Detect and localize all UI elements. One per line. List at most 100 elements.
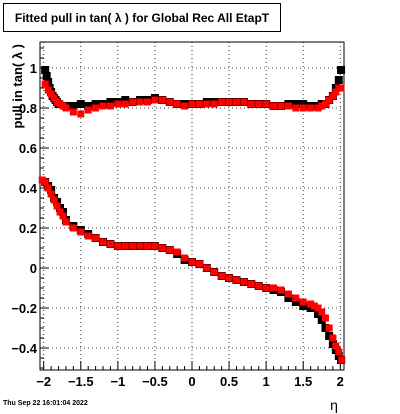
data-point	[195, 100, 203, 108]
x-tick-label: −0.5	[142, 374, 168, 389]
y-tick-label: 1	[30, 61, 37, 76]
data-point	[310, 302, 318, 310]
data-point	[136, 98, 144, 106]
data-point	[255, 100, 263, 108]
data-point	[41, 66, 50, 74]
data-point	[62, 218, 70, 226]
data-point	[225, 98, 233, 106]
data-point	[181, 254, 189, 262]
data-point	[240, 98, 248, 106]
x-tick-label: −1.5	[68, 374, 94, 389]
data-point	[84, 106, 92, 114]
axes	[39, 41, 345, 371]
data-point	[151, 242, 159, 250]
data-point	[144, 98, 152, 106]
data-point	[59, 212, 67, 220]
tick-labels: −2 −1.5 −1 −0.5 0 0.5 1 1.5 2 −0.4 −0.2 0 0.2 0.4 0.6 0…	[10, 44, 344, 413]
chart-title: Fitted pull in tan( λ ) for Global Rec A…	[3, 3, 281, 32]
data-point	[318, 308, 326, 316]
data-point	[284, 290, 292, 298]
data-point	[151, 96, 159, 104]
data-point	[210, 268, 218, 276]
data-point	[240, 278, 248, 286]
data-point	[299, 302, 308, 310]
data-point	[218, 98, 226, 106]
x-tick-label: 2	[337, 374, 344, 389]
data-point	[181, 102, 189, 110]
data-point	[173, 248, 181, 256]
data-point	[262, 284, 270, 292]
data-point	[92, 104, 100, 112]
data-point	[247, 280, 255, 288]
x-tick-label: 0.5	[220, 374, 238, 389]
data-point	[50, 196, 58, 204]
data-point	[277, 286, 285, 294]
data-point	[195, 260, 203, 268]
data-point	[106, 240, 114, 248]
data-point	[106, 98, 115, 106]
data-point	[69, 108, 77, 116]
x-tick-label: −1	[110, 374, 125, 389]
x-tick-label: −2	[36, 374, 51, 389]
data-points	[38, 66, 346, 364]
data-point	[188, 258, 196, 266]
data-point	[121, 96, 130, 104]
data-point	[270, 102, 278, 110]
data-point	[291, 298, 300, 306]
data-point	[50, 94, 58, 102]
x-tick-label: 1.5	[294, 374, 312, 389]
series-red	[38, 80, 346, 364]
data-point	[335, 348, 343, 356]
data-point	[218, 272, 226, 280]
data-point	[306, 304, 315, 312]
data-point	[77, 228, 85, 236]
data-point	[84, 232, 92, 240]
data-point	[121, 100, 129, 108]
data-point	[292, 104, 300, 112]
data-point	[188, 100, 196, 108]
data-point	[210, 100, 218, 108]
x-tick-label: 1	[263, 374, 270, 389]
data-point	[114, 242, 122, 250]
data-point	[47, 190, 55, 198]
data-point	[299, 298, 307, 306]
data-point	[314, 304, 322, 312]
y-tick-label: 0.2	[19, 221, 37, 236]
data-point	[158, 244, 166, 252]
data-point	[56, 208, 64, 216]
data-point	[337, 66, 346, 74]
data-point	[144, 242, 152, 250]
data-point	[314, 310, 323, 318]
data-point	[318, 102, 326, 110]
data-point	[334, 76, 343, 84]
data-point	[255, 282, 263, 290]
y-tick-label: 0	[30, 261, 37, 276]
data-point	[262, 100, 270, 108]
data-point	[106, 102, 114, 110]
data-point	[77, 110, 85, 118]
y-tick-label: 0.4	[19, 181, 38, 196]
data-point	[69, 102, 78, 110]
data-point	[166, 98, 174, 106]
y-axis-label: pull in tan( λ )	[10, 44, 25, 129]
data-point	[99, 102, 107, 110]
data-point	[129, 98, 137, 106]
y-tick-label: 0.6	[19, 141, 37, 156]
data-point	[203, 264, 211, 272]
chart-title-text: Fitted pull in tan( λ ) for Global Rec A…	[14, 10, 270, 25]
data-point	[76, 100, 85, 108]
y-tick-label: −0.2	[11, 301, 37, 316]
x-tick-label: 0	[188, 374, 195, 389]
data-point	[329, 334, 337, 342]
data-point	[284, 102, 292, 110]
data-point	[44, 184, 52, 192]
y-tick-label: −0.4	[11, 341, 37, 356]
data-point	[332, 88, 340, 96]
data-point	[321, 324, 330, 332]
x-axis-label: η	[330, 397, 338, 413]
data-point	[325, 332, 334, 340]
grid	[40, 42, 344, 370]
data-point	[225, 274, 233, 282]
data-point	[47, 90, 55, 98]
